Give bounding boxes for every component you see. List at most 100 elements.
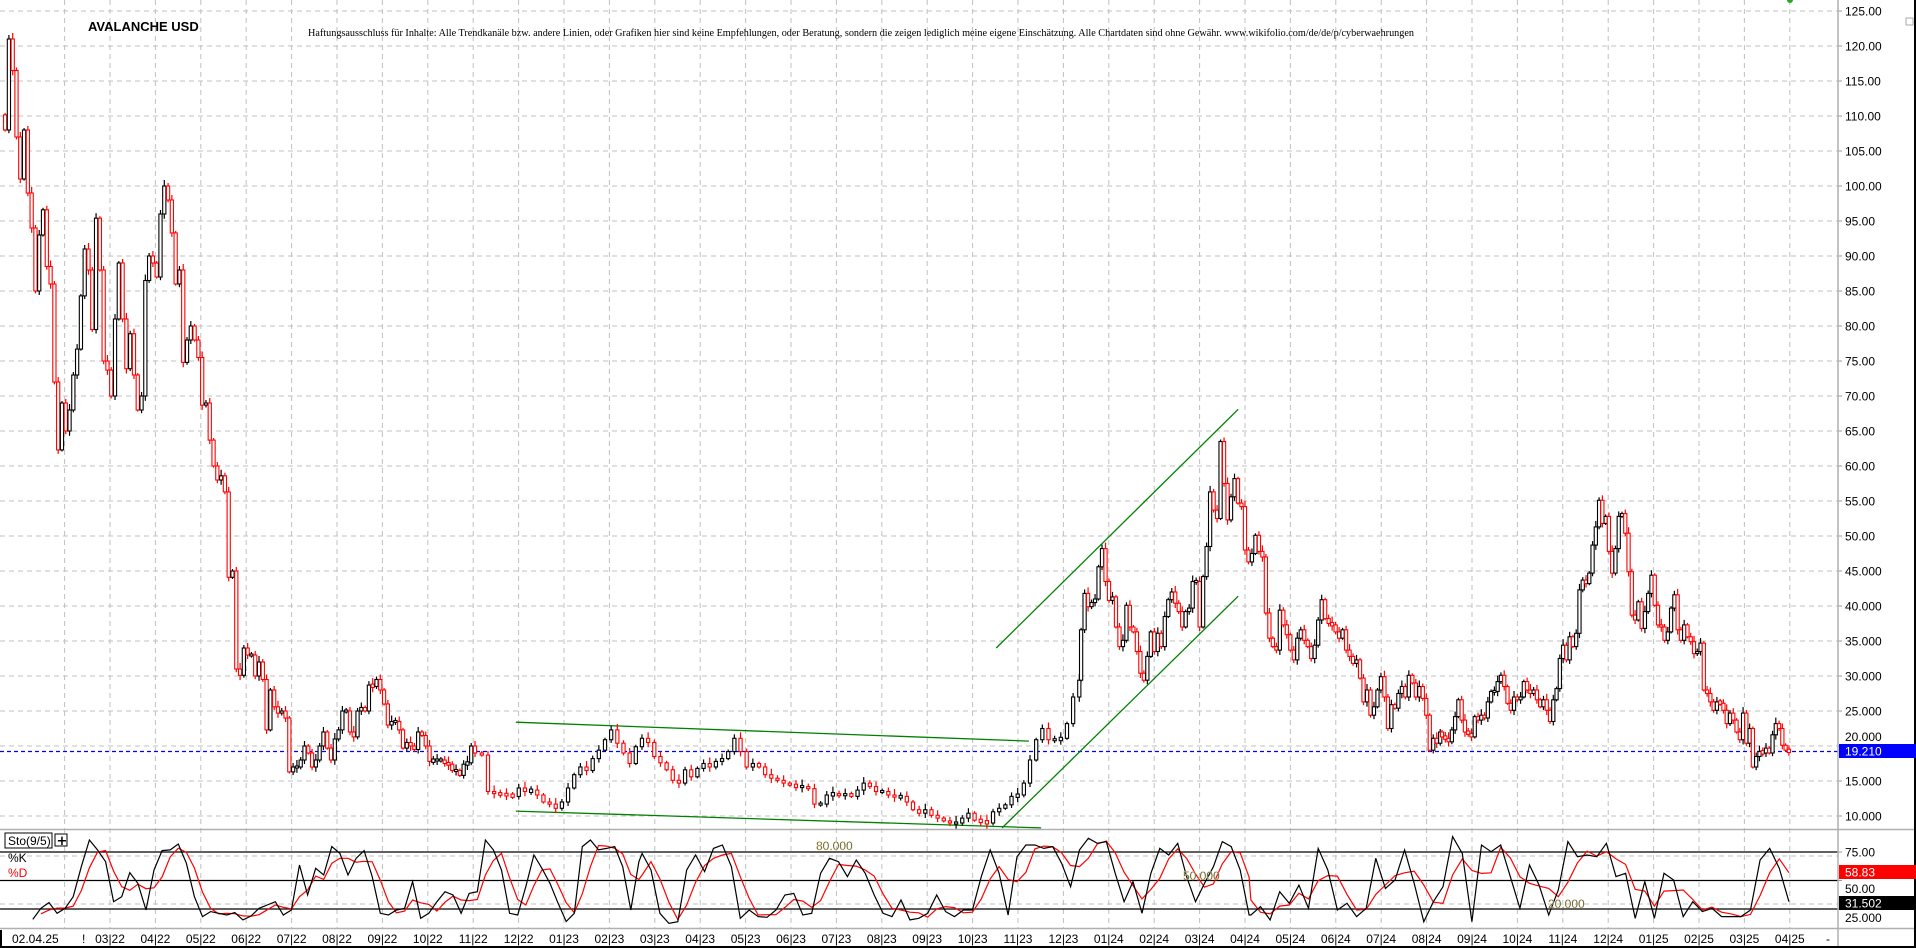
candle-up: [1574, 632, 1579, 648]
stochastic-add-button[interactable]: [54, 833, 68, 847]
candle-up: [1396, 692, 1401, 709]
candle-down: [1508, 702, 1513, 711]
candle-down: [1263, 556, 1269, 614]
collapse-axis-button[interactable]: [1905, 17, 1914, 26]
candle-down: [131, 333, 137, 376]
candle-up: [565, 787, 571, 803]
date-stamp: 02.04.25: [12, 932, 59, 946]
y-tick-label: 100.00: [1845, 180, 1882, 194]
candle-up: [218, 475, 224, 481]
candle-down: [135, 374, 140, 411]
candle-up: [302, 745, 307, 761]
candle-down: [14, 69, 19, 138]
candle-down: [1744, 712, 1749, 744]
candle-up: [528, 788, 534, 794]
candle-up: [1166, 599, 1171, 618]
candle-down: [812, 788, 817, 805]
candle-down: [10, 38, 15, 72]
candle-down: [1718, 700, 1723, 705]
candle-down: [169, 199, 175, 234]
x-tick-label: 02|23: [594, 932, 624, 946]
candle-down: [283, 710, 288, 719]
axis-end-marker: -: [1826, 932, 1830, 946]
candle-down: [442, 759, 447, 765]
candle-down: [362, 706, 368, 712]
candle-down: [510, 793, 515, 798]
candle-down: [381, 689, 387, 705]
candle-down: [1610, 550, 1615, 574]
candle-up: [799, 785, 805, 789]
candle-up: [695, 767, 700, 778]
candle-down: [1655, 604, 1661, 626]
candle-down: [1211, 491, 1216, 511]
candle-down: [457, 769, 463, 776]
candle-up: [1218, 440, 1223, 520]
candle-down: [775, 777, 780, 781]
candle-up: [1672, 594, 1677, 609]
candle-down: [1547, 709, 1553, 723]
x-tick-label: 05|23: [731, 932, 761, 946]
candle-up: [162, 185, 167, 215]
candle-down: [264, 678, 269, 731]
candle-down: [1466, 730, 1471, 735]
candle-down: [446, 761, 451, 766]
candle-up: [1378, 676, 1384, 691]
stochastic-label-box[interactable]: [4, 832, 53, 849]
candle-down: [491, 790, 497, 795]
candle-down: [1225, 482, 1230, 521]
x-tick-label: 08|22: [322, 932, 352, 946]
candle-down: [1538, 699, 1543, 708]
candle-up: [1375, 689, 1380, 708]
candle-up: [1228, 496, 1234, 521]
candle-down: [1326, 618, 1331, 625]
candle-up: [1682, 624, 1687, 641]
candle-down: [211, 439, 216, 467]
candle-up: [1757, 751, 1762, 758]
candle-up: [59, 402, 65, 451]
candle-down: [370, 683, 375, 689]
candle-down: [1410, 674, 1415, 684]
candle-up: [861, 782, 866, 791]
candle-down: [1159, 632, 1164, 648]
y-tick-label: 40.000: [1845, 600, 1882, 614]
candle-down: [90, 269, 95, 331]
candle-down: [1235, 478, 1241, 504]
candle-up: [997, 807, 1002, 813]
candle-up: [898, 794, 903, 799]
candle-down: [1780, 727, 1785, 746]
candle-down: [1085, 592, 1091, 608]
candle-down: [56, 381, 61, 451]
candle-up: [732, 737, 737, 753]
candle-down: [935, 814, 940, 819]
candle-down: [1403, 685, 1408, 698]
candle-down: [1274, 646, 1279, 651]
candle-up: [93, 217, 99, 331]
candle-up: [602, 739, 608, 751]
x-tick-label: 02|25: [1684, 932, 1714, 946]
candle-down: [450, 763, 455, 772]
candle-up: [1371, 706, 1377, 716]
candle-up: [559, 801, 565, 809]
candle-down: [1502, 674, 1507, 688]
candle-down: [485, 754, 491, 793]
candle-down: [1469, 732, 1474, 738]
candle-down: [1368, 689, 1373, 716]
candle-down: [849, 793, 854, 797]
candle-up: [572, 774, 577, 789]
candle-down: [1505, 685, 1510, 704]
y-tick-label: 25.000: [1845, 705, 1882, 719]
x-tick-label: 09|22: [367, 932, 397, 946]
candle-down: [408, 741, 413, 747]
candle-up: [1298, 629, 1303, 639]
candle-up: [21, 129, 27, 180]
candle-down: [787, 782, 792, 786]
candle-down: [676, 779, 682, 784]
candle-down: [1385, 696, 1391, 730]
candle-up: [639, 737, 645, 748]
candlesticks: [2, 33, 1792, 829]
candle-down: [873, 786, 879, 793]
y-tick-label: 30.000: [1845, 670, 1882, 684]
y-tick-label: 80.00: [1845, 320, 1875, 334]
candle-up: [158, 213, 163, 278]
candle-up: [416, 731, 421, 751]
